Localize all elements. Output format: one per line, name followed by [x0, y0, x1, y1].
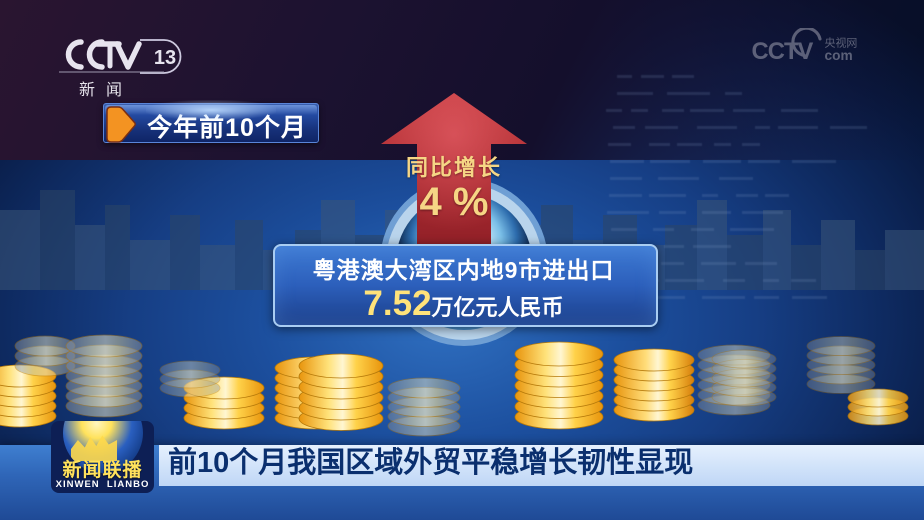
svg-text:13: 13: [154, 47, 176, 69]
svg-text:CCTV: CCTV: [752, 39, 814, 65]
svg-text:com: com: [825, 48, 853, 63]
